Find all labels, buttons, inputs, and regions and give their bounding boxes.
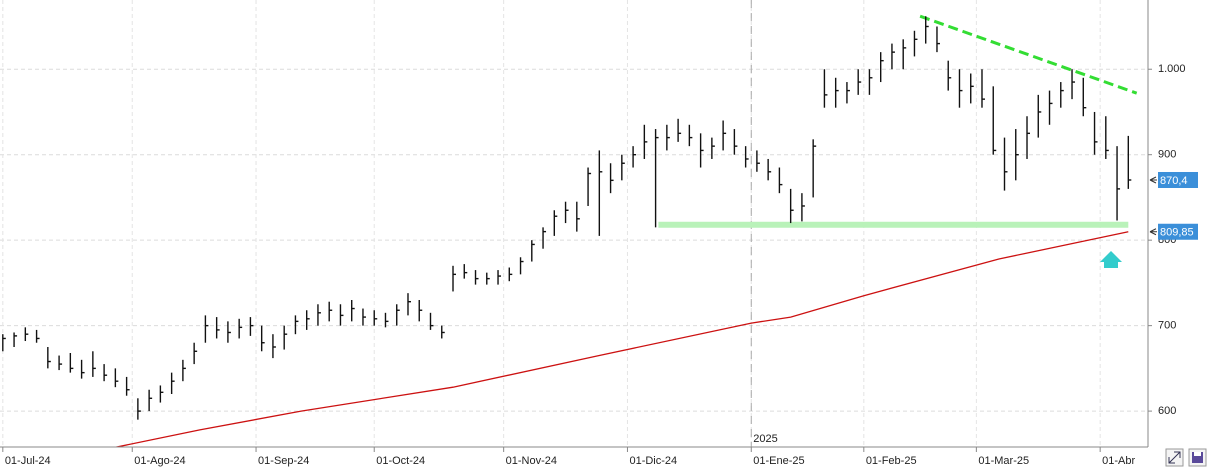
x-tick-label: 01-Abr bbox=[1102, 455, 1135, 467]
price-tag-pointer bbox=[1149, 176, 1157, 184]
x-tick-label: 01-Ago-24 bbox=[134, 455, 185, 467]
signal-arrow bbox=[1100, 251, 1122, 268]
price-tag-pointer bbox=[1149, 228, 1157, 236]
x-tick-label: 01-Nov-24 bbox=[506, 455, 557, 467]
price-tag-label: 870,4 bbox=[1160, 175, 1188, 187]
x-tick-label: 01-Sep-24 bbox=[258, 455, 309, 467]
y-tick-label: 600 bbox=[1158, 405, 1176, 417]
zoom-button[interactable] bbox=[1165, 448, 1184, 467]
price-tag bbox=[1158, 223, 1198, 240]
save-button[interactable] bbox=[1188, 448, 1207, 467]
x-tick-label: 01-Feb-25 bbox=[866, 455, 917, 467]
price-tag-label: 809,85 bbox=[1160, 227, 1194, 239]
x-tick-label: 01-Ene-25 bbox=[753, 455, 804, 467]
grid-layer bbox=[0, 0, 1148, 447]
y-tick-label: 1.000 bbox=[1158, 63, 1186, 75]
x-tick-label: 01-Oct-24 bbox=[376, 455, 425, 467]
x-tick-label: 01-Mar-25 bbox=[978, 455, 1029, 467]
y-tick-label: 700 bbox=[1158, 320, 1176, 332]
x-tick-label: 01-Dic-24 bbox=[629, 455, 677, 467]
x-tick-label: 01-Jul-24 bbox=[5, 455, 51, 467]
moving-average-line bbox=[113, 231, 1129, 447]
y-tick-label: 900 bbox=[1158, 149, 1176, 161]
year-label: 2025 bbox=[753, 433, 777, 445]
trendline bbox=[919, 14, 1138, 95]
price-tag bbox=[1158, 171, 1198, 188]
plot-area bbox=[2, 14, 1138, 447]
